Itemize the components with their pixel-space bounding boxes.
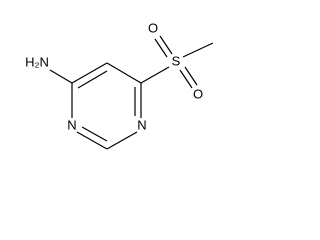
bond [106, 62, 142, 84]
atom-label: N [67, 117, 76, 132]
bond [106, 131, 138, 150]
structure-diagram: H₂N N N S O O [25, 20, 214, 150]
bond [154, 38, 168, 58]
bond [71, 62, 108, 84]
atom-label: O [193, 86, 203, 101]
bonds [49, 35, 214, 150]
bond [81, 126, 108, 142]
bond [184, 66, 198, 86]
bond [182, 42, 214, 58]
atom-label: O [148, 20, 158, 35]
bond [159, 35, 173, 55]
bond [140, 66, 170, 84]
bond [77, 70, 108, 89]
atom-label: H₂N [25, 54, 49, 69]
atom-label: S [172, 53, 181, 68]
atom-label: N [137, 117, 146, 132]
bond [49, 69, 73, 84]
bond [179, 69, 193, 89]
bond [76, 131, 108, 150]
